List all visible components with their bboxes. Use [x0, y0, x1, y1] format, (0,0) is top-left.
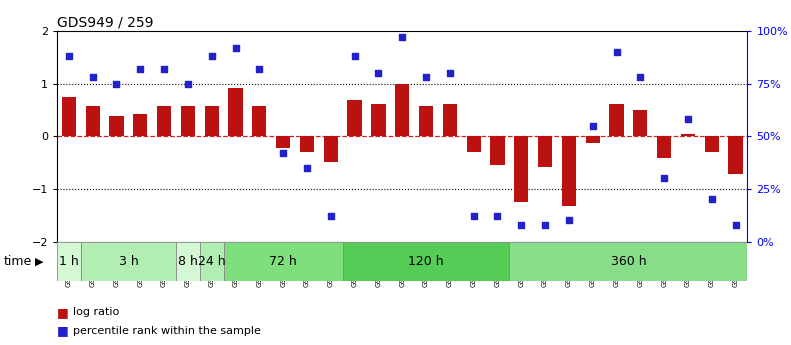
Bar [347, 100, 361, 136]
Bar [62, 97, 76, 136]
Text: ▶: ▶ [35, 256, 44, 266]
Point [706, 197, 718, 202]
Bar [81, 241, 176, 281]
Point [206, 53, 218, 59]
Point [277, 150, 290, 156]
Text: 24 h: 24 h [198, 255, 225, 268]
Point [562, 218, 575, 223]
Point [634, 75, 647, 80]
Point [157, 66, 170, 72]
Point [444, 70, 456, 76]
Bar [509, 241, 747, 281]
Bar [514, 136, 528, 202]
Point [182, 81, 195, 87]
Point [324, 214, 337, 219]
Text: 3 h: 3 h [119, 255, 138, 268]
Bar [57, 241, 81, 281]
Point [467, 214, 480, 219]
Point [610, 49, 623, 55]
Point [110, 81, 123, 87]
Point [396, 34, 408, 40]
Bar [200, 241, 224, 281]
Text: 72 h: 72 h [269, 255, 297, 268]
Point [539, 222, 551, 227]
Bar [205, 106, 219, 136]
Text: time: time [4, 255, 32, 268]
Bar [371, 104, 385, 136]
Point [86, 75, 99, 80]
Point [301, 165, 313, 171]
Text: 1 h: 1 h [59, 255, 79, 268]
Point [372, 70, 384, 76]
Point [491, 214, 504, 219]
Bar [181, 106, 195, 136]
Bar [395, 84, 410, 136]
Bar [229, 88, 243, 136]
Bar [157, 106, 171, 136]
Bar [467, 136, 481, 152]
Bar [224, 241, 343, 281]
Point [682, 117, 694, 122]
Bar [133, 114, 147, 136]
Bar [419, 106, 433, 136]
Bar [276, 136, 290, 148]
Text: 120 h: 120 h [408, 255, 444, 268]
Bar [300, 136, 314, 152]
Point [515, 222, 528, 227]
Bar [657, 136, 672, 158]
Bar [681, 134, 695, 136]
Bar [634, 110, 648, 136]
Bar [343, 241, 509, 281]
Bar [252, 106, 267, 136]
Bar [176, 241, 200, 281]
Bar [562, 136, 576, 206]
Text: percentile rank within the sample: percentile rank within the sample [73, 326, 261, 335]
Text: log ratio: log ratio [73, 307, 119, 317]
Text: 360 h: 360 h [611, 255, 646, 268]
Bar [85, 106, 100, 136]
Bar [109, 116, 123, 136]
Bar [490, 136, 505, 165]
Point [62, 53, 75, 59]
Bar [729, 136, 743, 174]
Bar [324, 136, 338, 161]
Text: GDS949 / 259: GDS949 / 259 [57, 16, 153, 30]
Bar [705, 136, 719, 152]
Point [253, 66, 266, 72]
Bar [585, 136, 600, 142]
Bar [609, 104, 623, 136]
Point [420, 75, 433, 80]
Text: ■: ■ [57, 306, 69, 319]
Point [658, 176, 671, 181]
Point [229, 45, 242, 51]
Point [348, 53, 361, 59]
Point [729, 222, 742, 227]
Text: 8 h: 8 h [178, 255, 198, 268]
Bar [443, 104, 457, 136]
Point [134, 66, 146, 72]
Text: ■: ■ [57, 324, 69, 337]
Point [586, 123, 599, 128]
Bar [538, 136, 552, 167]
